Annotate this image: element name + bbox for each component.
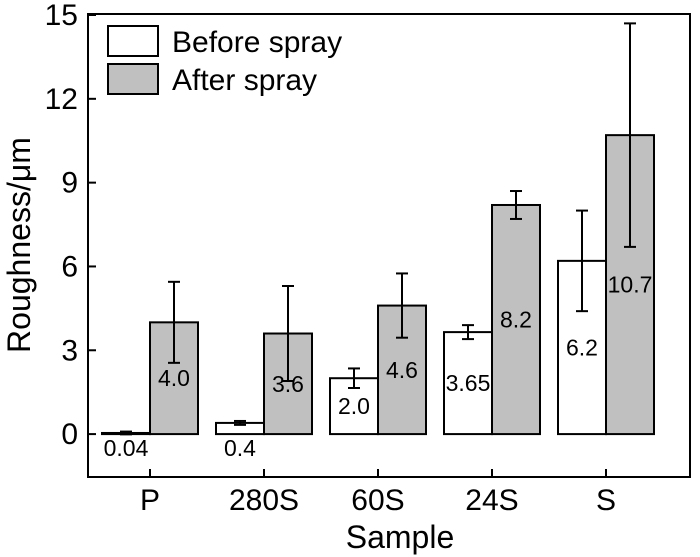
legend-swatch-after-spray (107, 63, 159, 95)
ticks-layer: P 280S 60S 24S S 0 3 6 9 12 15 (45, 0, 616, 517)
error-bar-before-spray-24s (462, 324, 474, 341)
x-tick-label-p: P (140, 484, 160, 517)
error-bar-after-spray-280s (282, 285, 294, 383)
error-bar-after-spray-60s (396, 272, 408, 339)
data-label-before-spray-s: 6.2 (566, 334, 598, 360)
data-label-after-spray-280s: 3.6 (272, 371, 304, 397)
x-axis-title: Sample (346, 519, 455, 555)
y-tick-label-3: 3 (61, 334, 78, 367)
y-tick-label-9: 9 (61, 167, 78, 200)
data-labels-layer: 0.04 4.0 0.4 3.6 2.0 4.6 3.65 8.2 6.2 10.7 (104, 272, 653, 461)
y-axis-title: Roughness/μm (1, 137, 37, 353)
legend-label-before-spray: Before spray (172, 26, 342, 59)
data-label-before-spray-24s: 3.65 (446, 370, 491, 396)
y-tick-label-15: 15 (45, 0, 78, 32)
data-label-after-spray-60s: 4.6 (386, 357, 418, 383)
data-label-before-spray-280s: 0.4 (224, 435, 256, 461)
y-tick-label-6: 6 (61, 250, 78, 283)
error-bar-after-spray-p (168, 280, 180, 364)
error-bar-before-spray-280s (234, 419, 246, 426)
data-label-after-spray-s: 10.7 (608, 272, 653, 298)
y-tick-label-12: 12 (45, 83, 78, 116)
data-label-before-spray-p: 0.04 (104, 435, 149, 461)
legend-label-after-spray: After spray (172, 64, 317, 97)
y-tick-label-0: 0 (61, 418, 78, 451)
error-bar-before-spray-p (120, 430, 132, 436)
legend: Before spray After spray (107, 25, 342, 97)
error-bar-after-spray-s (624, 22, 636, 248)
error-bar-before-spray-s (576, 209, 588, 313)
plot-frame (87, 13, 691, 478)
x-tick-label-280s: 280S (229, 484, 299, 517)
x-tick-label-60s: 60S (351, 484, 404, 517)
error-bars-layer (120, 22, 636, 436)
x-tick-label-24s: 24S (465, 484, 518, 517)
legend-swatch-before-spray (107, 25, 159, 57)
data-label-before-spray-60s: 2.0 (338, 393, 370, 419)
x-tick-label-s: S (596, 484, 616, 517)
error-bar-before-spray-60s (348, 367, 360, 389)
error-bar-after-spray-24s (510, 190, 522, 220)
data-label-after-spray-p: 4.0 (158, 365, 190, 391)
data-label-after-spray-24s: 8.2 (500, 307, 532, 333)
